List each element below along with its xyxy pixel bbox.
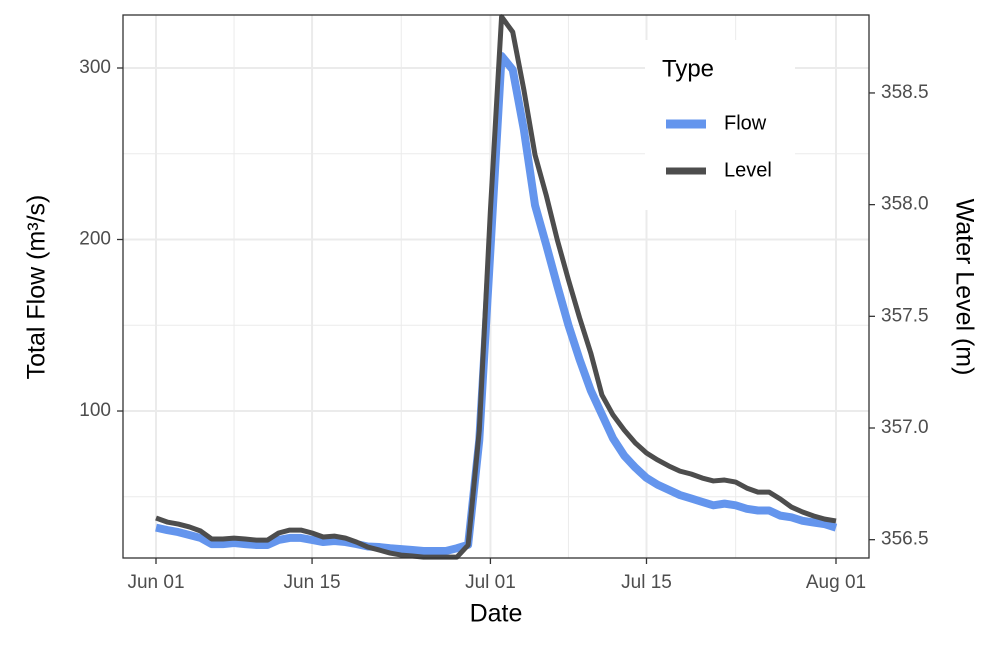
y2-tick-label: 356.5 (881, 529, 929, 550)
y2-tick-label: 357.0 (881, 417, 929, 438)
line-level (155, 14, 837, 560)
y2-tick-label: 358.5 (881, 82, 929, 103)
x-tick-label: Jun 01 (127, 572, 184, 593)
y2-axis-title: Water Level (m) (950, 199, 978, 376)
x-tick-label: Jun 15 (284, 572, 341, 593)
x-tick-label: Jul 01 (465, 572, 516, 593)
y-tick-label: 300 (79, 57, 111, 78)
x-axis-title: Date (470, 600, 523, 628)
y-tick-label: 200 (79, 229, 111, 250)
x-tick-label: Jul 15 (621, 572, 672, 593)
y2-tick-label: 358.0 (881, 194, 929, 215)
legend-label: Flow (724, 112, 767, 134)
legend-label: Level (724, 159, 772, 181)
y-axis-title: Total Flow (m³/s) (23, 195, 51, 380)
legend-title: Type (662, 55, 714, 82)
plot-border (122, 14, 870, 559)
x-tick-label: Aug 01 (806, 572, 866, 593)
y-tick-label: 100 (79, 400, 111, 421)
y2-tick-label: 357.5 (881, 305, 929, 326)
